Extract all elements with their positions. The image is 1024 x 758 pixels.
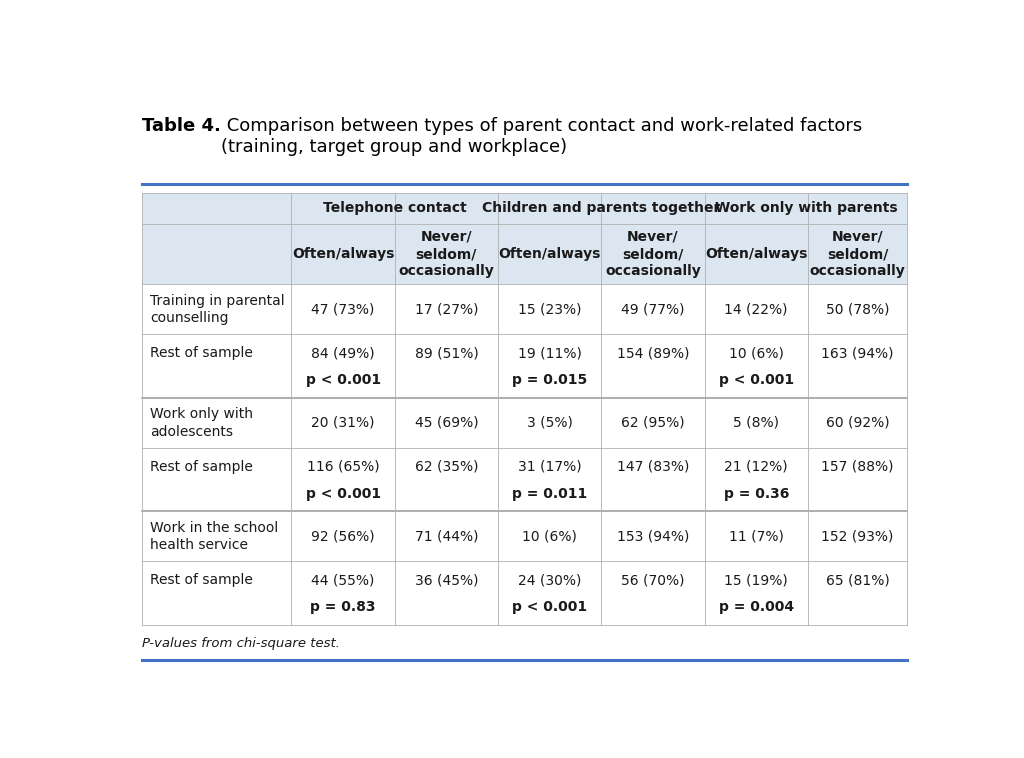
Text: 15 (19%): 15 (19%) bbox=[724, 574, 788, 587]
Text: Comparison between types of parent contact and work-related factors
(training, t: Comparison between types of parent conta… bbox=[221, 117, 862, 156]
Text: 19 (11%): 19 (11%) bbox=[518, 346, 582, 360]
Text: 62 (35%): 62 (35%) bbox=[415, 460, 478, 474]
Text: Work only with
adolescents: Work only with adolescents bbox=[151, 407, 253, 439]
Text: Rest of sample: Rest of sample bbox=[151, 574, 253, 587]
Text: p < 0.001: p < 0.001 bbox=[305, 487, 381, 501]
Text: 10 (6%): 10 (6%) bbox=[522, 529, 578, 543]
Text: Children and parents together: Children and parents together bbox=[482, 202, 721, 215]
Text: 20 (31%): 20 (31%) bbox=[311, 416, 375, 430]
Text: Work in the school
health service: Work in the school health service bbox=[151, 521, 279, 552]
Text: Often/always: Often/always bbox=[706, 247, 807, 261]
Text: 10 (6%): 10 (6%) bbox=[729, 346, 783, 360]
Text: 84 (49%): 84 (49%) bbox=[311, 346, 375, 360]
Bar bbox=[142, 193, 907, 224]
Text: Telephone contact: Telephone contact bbox=[323, 202, 467, 215]
Text: 50 (78%): 50 (78%) bbox=[825, 302, 889, 316]
Bar bbox=[142, 224, 907, 284]
Text: 49 (77%): 49 (77%) bbox=[622, 302, 685, 316]
Text: 154 (89%): 154 (89%) bbox=[616, 346, 689, 360]
Text: p = 0.83: p = 0.83 bbox=[310, 600, 376, 614]
Text: 56 (70%): 56 (70%) bbox=[622, 574, 685, 587]
Text: 5 (8%): 5 (8%) bbox=[733, 416, 779, 430]
Text: 152 (93%): 152 (93%) bbox=[821, 529, 894, 543]
Text: 65 (81%): 65 (81%) bbox=[825, 574, 890, 587]
Text: Training in parental
counselling: Training in parental counselling bbox=[151, 294, 285, 325]
Text: Work only with parents: Work only with parents bbox=[715, 202, 897, 215]
Text: 36 (45%): 36 (45%) bbox=[415, 574, 478, 587]
Text: 71 (44%): 71 (44%) bbox=[415, 529, 478, 543]
Text: 24 (30%): 24 (30%) bbox=[518, 574, 582, 587]
Text: 157 (88%): 157 (88%) bbox=[821, 460, 894, 474]
Text: 60 (92%): 60 (92%) bbox=[825, 416, 890, 430]
Text: Never/
seldom/
occasionally: Never/ seldom/ occasionally bbox=[605, 230, 700, 278]
Text: Often/always: Often/always bbox=[292, 247, 394, 261]
Text: 116 (65%): 116 (65%) bbox=[307, 460, 380, 474]
Text: 3 (5%): 3 (5%) bbox=[526, 416, 572, 430]
Text: Rest of sample: Rest of sample bbox=[151, 460, 253, 474]
Text: Rest of sample: Rest of sample bbox=[151, 346, 253, 360]
Text: p = 0.015: p = 0.015 bbox=[512, 373, 588, 387]
Text: 11 (7%): 11 (7%) bbox=[729, 529, 783, 543]
Text: Never/
seldom/
occasionally: Never/ seldom/ occasionally bbox=[810, 230, 905, 278]
Text: 15 (23%): 15 (23%) bbox=[518, 302, 582, 316]
Text: 17 (27%): 17 (27%) bbox=[415, 302, 478, 316]
Text: 89 (51%): 89 (51%) bbox=[415, 346, 478, 360]
Text: p < 0.001: p < 0.001 bbox=[305, 373, 381, 387]
Text: 62 (95%): 62 (95%) bbox=[622, 416, 685, 430]
Text: 147 (83%): 147 (83%) bbox=[616, 460, 689, 474]
Text: p = 0.004: p = 0.004 bbox=[719, 600, 794, 614]
Text: p < 0.001: p < 0.001 bbox=[512, 600, 587, 614]
Text: 21 (12%): 21 (12%) bbox=[724, 460, 788, 474]
Text: p < 0.001: p < 0.001 bbox=[719, 373, 794, 387]
Text: Never/
seldom/
occasionally: Never/ seldom/ occasionally bbox=[398, 230, 495, 278]
Text: 153 (94%): 153 (94%) bbox=[616, 529, 689, 543]
Text: 163 (94%): 163 (94%) bbox=[821, 346, 894, 360]
Text: Often/always: Often/always bbox=[499, 247, 601, 261]
Text: p = 0.011: p = 0.011 bbox=[512, 487, 588, 501]
Text: p = 0.36: p = 0.36 bbox=[724, 487, 788, 501]
Text: 92 (56%): 92 (56%) bbox=[311, 529, 375, 543]
Text: 31 (17%): 31 (17%) bbox=[518, 460, 582, 474]
Text: Table 4.: Table 4. bbox=[142, 117, 221, 135]
Text: 47 (73%): 47 (73%) bbox=[311, 302, 375, 316]
Text: 44 (55%): 44 (55%) bbox=[311, 574, 375, 587]
Text: 45 (69%): 45 (69%) bbox=[415, 416, 478, 430]
Text: P-values from chi-square test.: P-values from chi-square test. bbox=[142, 637, 340, 650]
Text: 14 (22%): 14 (22%) bbox=[724, 302, 788, 316]
